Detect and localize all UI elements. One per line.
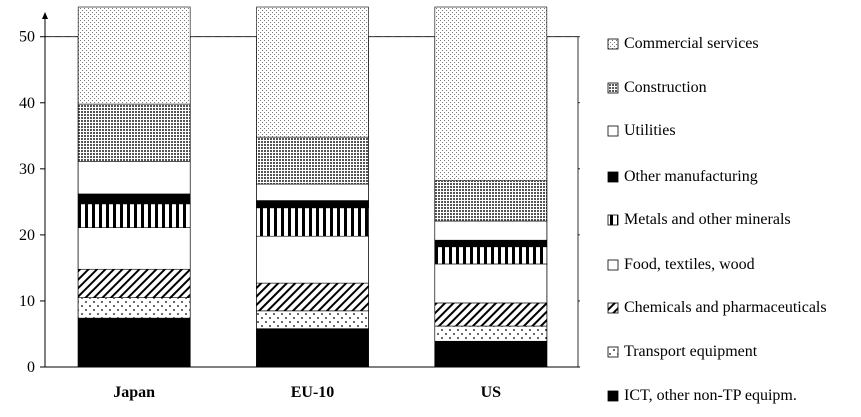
legend-swatch [607, 171, 619, 183]
bar-segment [434, 263, 548, 304]
bar-segment [434, 302, 548, 327]
bar-segment [434, 6, 548, 182]
bar-segment [77, 6, 191, 105]
bar-segment [77, 227, 191, 270]
legend-swatch [607, 82, 619, 94]
bar-segment [77, 317, 191, 368]
bar-segment [256, 183, 369, 201]
axis-arrow [42, 12, 48, 19]
x-tick-label: EU-10 [291, 384, 335, 401]
bar-segment [77, 203, 191, 228]
legend-swatch [607, 38, 619, 50]
bar-segment [77, 193, 191, 205]
legend-swatch [607, 259, 619, 271]
y-tick-label: 50 [19, 29, 35, 46]
x-tick-label: Japan [113, 384, 155, 401]
y-tick-label: 0 [27, 359, 35, 376]
bar-segment [434, 246, 548, 265]
bar-segment [256, 207, 369, 237]
bar-segment [434, 180, 548, 222]
legend-label: Other manufacturing [624, 168, 758, 185]
bar-segment [256, 310, 369, 329]
y-tick-label: 20 [19, 227, 35, 244]
legend-label: Chemicals and pharmaceuticals [624, 299, 827, 316]
bar-segment [434, 220, 548, 241]
legend-swatch [607, 125, 619, 137]
bar-segment [77, 297, 191, 319]
bar-segment [256, 328, 369, 368]
bar-segment [77, 161, 191, 195]
bar-segment [434, 239, 548, 248]
separator [368, 36, 436, 368]
bar-segment [256, 200, 369, 209]
bar-segment [256, 282, 369, 312]
legend-label: Utilities [624, 122, 676, 139]
y-tick-label: 40 [19, 95, 35, 112]
bar-segment [77, 268, 191, 298]
legend-label: Transport equipment [624, 343, 758, 360]
legend-swatch [607, 390, 619, 402]
legend-swatch [607, 346, 619, 358]
legend-label: ICT, other non-TP equipm. [624, 387, 797, 404]
legend-label: Food, textiles, wood [624, 256, 755, 273]
legend-label: Metals and other minerals [624, 211, 791, 228]
separator [546, 36, 579, 368]
bar-segment [256, 136, 369, 185]
y-tick-label: 30 [19, 161, 35, 178]
legend-swatch [607, 214, 619, 226]
bar-segment [434, 340, 548, 368]
bar-segment [256, 6, 369, 138]
bar-segment [77, 103, 191, 162]
legend-label: Construction [624, 79, 707, 96]
separator [44, 36, 79, 368]
y-tick-label: 10 [19, 293, 35, 310]
separator [189, 36, 257, 368]
bar-segment [434, 325, 548, 342]
legend-label: Commercial services [624, 35, 759, 52]
legend-swatch [607, 302, 619, 314]
bar-segment [256, 235, 369, 284]
x-tick-label: US [481, 384, 502, 401]
